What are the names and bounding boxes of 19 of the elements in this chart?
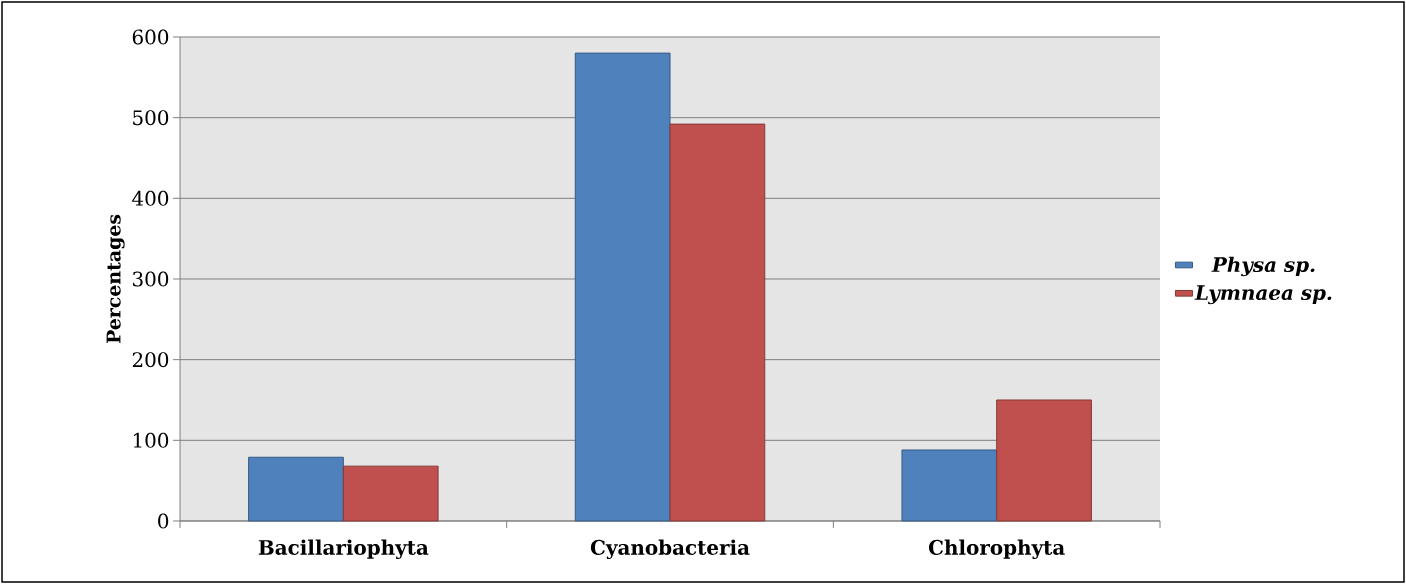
x-tick-label: Cyanobacteria <box>590 539 750 560</box>
y-tick-label: 100 <box>133 432 169 448</box>
y-tick-label: 200 <box>132 352 169 368</box>
y-tick-label: 0 <box>158 513 169 529</box>
y-tick-label: 400 <box>132 190 169 206</box>
y-tick-label: 500 <box>133 110 169 126</box>
x-tick-label: Chlorophyta <box>928 539 1065 560</box>
bar <box>669 123 766 522</box>
legend-label: Lymnaea sp. <box>1194 285 1332 305</box>
legend-label: Physa sp. <box>1211 256 1315 277</box>
bar <box>996 399 1092 522</box>
bar <box>574 52 671 522</box>
y-tick-label: 300 <box>132 271 169 287</box>
y-axis-title: Percentages <box>106 214 125 344</box>
bar <box>342 465 439 522</box>
x-tick-label: Bacillariophyta <box>258 539 429 560</box>
y-tick-label: 600 <box>132 29 169 45</box>
bar <box>248 456 344 522</box>
bar <box>901 449 998 522</box>
